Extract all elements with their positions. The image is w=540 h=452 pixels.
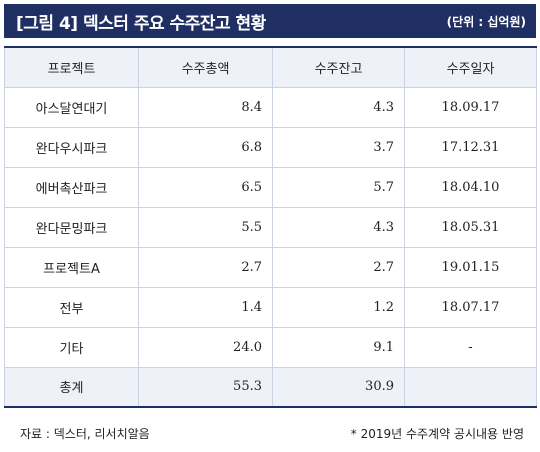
column-header-backlog: 수주잔고 [272,46,405,88]
backlog-table: 프로젝트 수주총액 수주잔고 수주일자 아스달연대기 8.4 4.3 18.09… [4,46,537,408]
project-name: 전부 [4,286,139,328]
disclosure-note: * 2019년 수주계약 공시내용 반영 [350,426,524,441]
table-row: 전부 1.4 1.2 18.07.17 [4,286,537,328]
order-total: 1.4 [138,286,273,328]
total-label: 총계 [4,366,139,408]
column-header-total: 수주총액 [138,46,273,88]
table-row: 기타 24.0 9.1 - [4,326,537,368]
order-backlog: 9.1 [272,326,405,368]
project-name: 완다문밍파크 [4,206,139,248]
column-header-date: 수주일자 [404,46,537,88]
table-row: 프로젝트A 2.7 2.7 19.01.15 [4,246,537,288]
source-note: 자료 : 덱스터, 리서치알음 [20,426,150,441]
order-total: 6.5 [138,166,273,208]
project-name: 아스달연대기 [4,86,139,128]
table-row: 아스달연대기 8.4 4.3 18.09.17 [4,86,537,128]
order-date: 18.05.31 [404,206,537,248]
order-date: 19.01.15 [404,246,537,288]
project-name: 에버촉산파크 [4,166,139,208]
order-backlog: 2.7 [272,246,405,288]
order-total: 2.7 [138,246,273,288]
table-row: 완다문밍파크 5.5 4.3 18.05.31 [4,206,537,248]
order-backlog: 4.3 [272,86,405,128]
column-header-project: 프로젝트 [4,46,139,88]
order-date: 18.04.10 [404,166,537,208]
project-name: 프로젝트A [4,246,139,288]
order-date: 18.07.17 [404,286,537,328]
project-name: 완다우시파크 [4,126,139,168]
project-name: 기타 [4,326,139,368]
order-backlog: 3.7 [272,126,405,168]
total-order-amount: 55.3 [138,366,273,408]
total-date [404,366,537,408]
title-bar: [그림 4] 덱스터 주요 수주잔고 현황 (단위 : 십억원) [4,4,536,38]
order-date: 18.09.17 [404,86,537,128]
total-row: 총계 55.3 30.9 [4,366,537,408]
footer: 자료 : 덱스터, 리서치알음 * 2019년 수주계약 공시내용 반영 [4,420,536,446]
order-total: 5.5 [138,206,273,248]
order-total: 8.4 [138,86,273,128]
figure-title: [그림 4] 덱스터 주요 수주잔고 현황 [16,13,266,34]
order-date: 17.12.31 [404,126,537,168]
total-backlog-amount: 30.9 [272,366,405,408]
unit-label: (단위 : 십억원) [446,14,526,29]
order-backlog: 4.3 [272,206,405,248]
order-total: 24.0 [138,326,273,368]
table-row: 완다우시파크 6.8 3.7 17.12.31 [4,126,537,168]
order-backlog: 1.2 [272,286,405,328]
order-total: 6.8 [138,126,273,168]
table-row: 에버촉산파크 6.5 5.7 18.04.10 [4,166,537,208]
table-header-row: 프로젝트 수주총액 수주잔고 수주일자 [4,46,537,88]
order-backlog: 5.7 [272,166,405,208]
order-date: - [404,326,537,368]
